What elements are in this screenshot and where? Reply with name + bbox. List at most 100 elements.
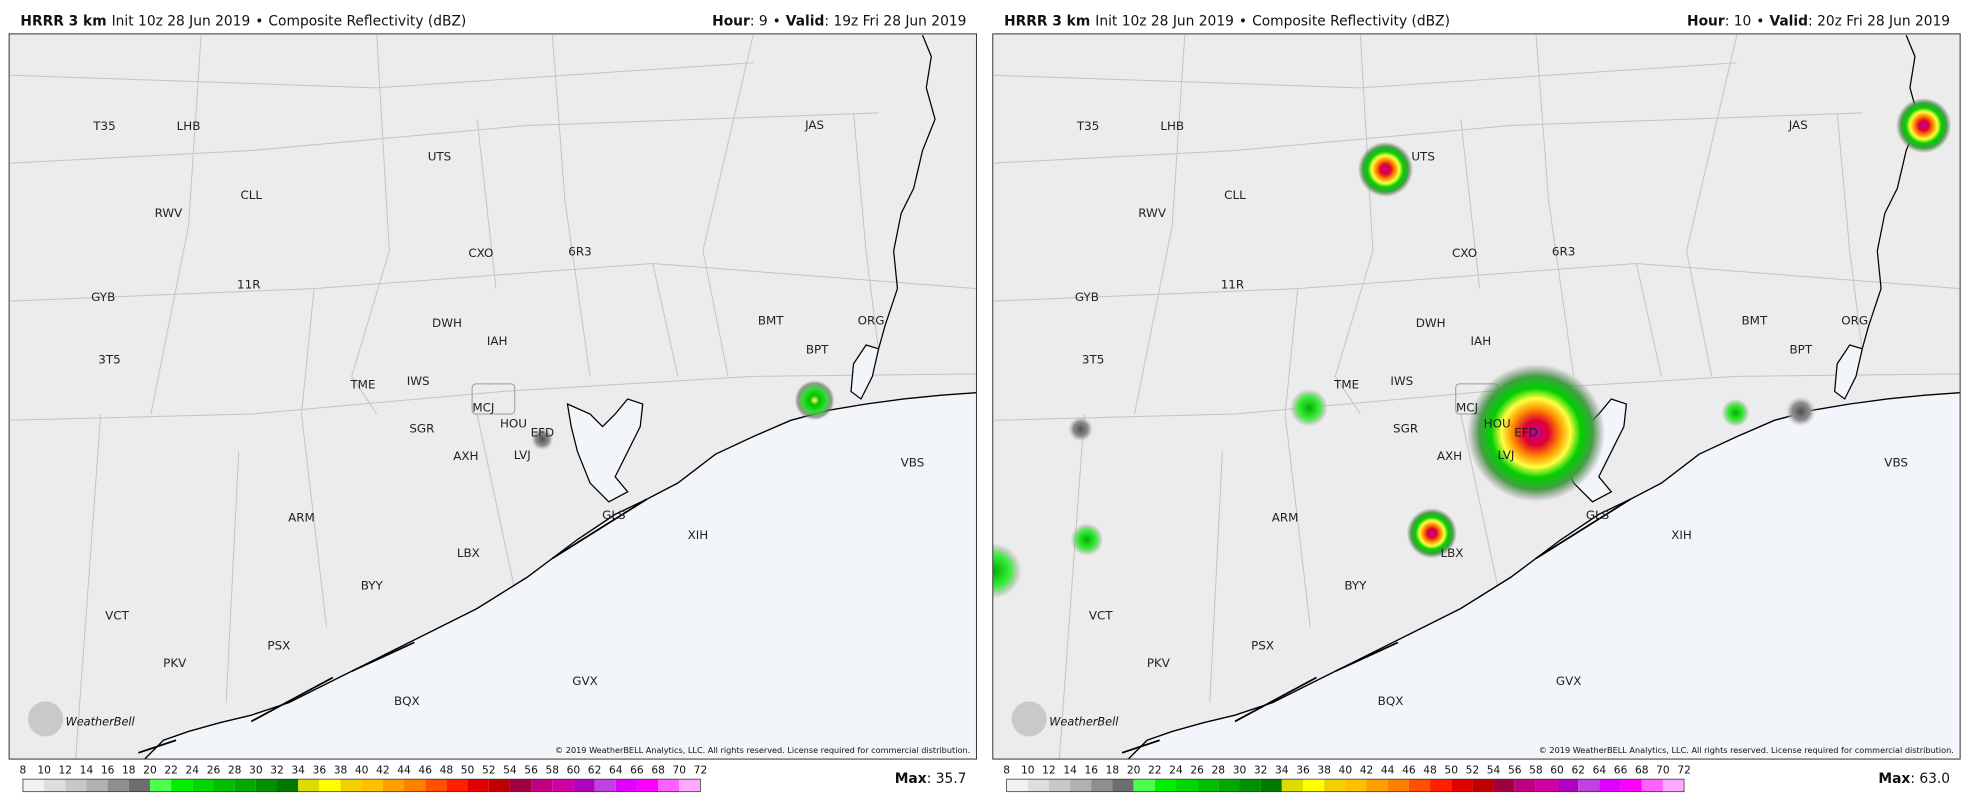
colorbar-swatch — [1239, 779, 1261, 792]
colorbar-swatch — [319, 779, 341, 792]
colorbar-swatch — [234, 779, 256, 792]
station-label: GVX — [572, 674, 598, 688]
max-readout: Max: 35.7 — [895, 771, 967, 787]
colorbar-tick: 38 — [1317, 763, 1331, 776]
colorbar-swatch — [255, 779, 277, 792]
barrier-island — [1535, 498, 1631, 560]
station-label: SGR — [1393, 422, 1418, 436]
colorbar-tick: 14 — [80, 763, 94, 776]
colorbar-tick: 20 — [143, 763, 157, 776]
station-label: IWS — [407, 374, 430, 388]
station-label: MCJ — [1456, 400, 1478, 414]
station-label: BQX — [1378, 694, 1404, 708]
map-border — [8, 33, 977, 760]
colorbar-swatch — [1006, 779, 1028, 792]
colorbar-swatch — [1387, 779, 1409, 792]
reflectivity-cell — [1290, 388, 1328, 427]
colorbar-tick: 70 — [672, 763, 686, 776]
colorbar-tick: 24 — [1169, 763, 1183, 776]
colorbar-swatch — [615, 779, 637, 792]
station-label: LBX — [1441, 546, 1464, 560]
county-line — [551, 35, 591, 377]
county-line — [1209, 451, 1223, 703]
panel: HRRR 3 km Init 10z 28 Jun 2019 • Composite … — [992, 13, 1961, 793]
colorbar-tick: 46 — [418, 763, 432, 776]
colorbar-tick: 44 — [1381, 763, 1395, 776]
station-label: ARM — [1272, 511, 1299, 525]
max-value: : 35.7 — [927, 771, 967, 787]
colorbar-tick: 72 — [1677, 763, 1691, 776]
header-product: Composite Reflectivity (dBZ) — [1252, 13, 1450, 29]
county-line — [853, 112, 880, 352]
station-label: BYY — [361, 578, 384, 592]
colorbar-tick: 38 — [334, 763, 348, 776]
colorbar-tick: 14 — [1063, 763, 1077, 776]
station-label: SGR — [409, 422, 434, 436]
county-line — [1635, 263, 1663, 377]
colorbar-tick: 26 — [1190, 763, 1204, 776]
station-label: CXO — [468, 246, 493, 260]
station-label: BMT — [1742, 314, 1768, 328]
colorbar-tick: 64 — [1593, 763, 1607, 776]
header-product: Composite Reflectivity (dBZ) — [268, 13, 466, 29]
colorbar-tick: 64 — [609, 763, 623, 776]
county-line — [10, 62, 754, 89]
header-valid-label: Valid — [1769, 13, 1808, 29]
colorbar-swatch — [1302, 779, 1325, 792]
station-label: CLL — [1224, 188, 1246, 202]
colorbar-swatch — [658, 779, 680, 792]
county-line — [10, 112, 879, 164]
station-label: UTS — [1411, 149, 1435, 163]
map: T35 LHB UTS JAS CLL RWV CXO 6R3 GYB 11R DWH IAH BMT O… — [992, 33, 1961, 760]
header-hour: : 10 — [1725, 13, 1752, 29]
colorbar-tick: 22 — [164, 763, 178, 776]
station-label: AXH — [453, 449, 478, 463]
colorbar-tick: 30 — [249, 763, 263, 776]
station-label: BMT — [758, 314, 784, 328]
colorbar-tick: 10 — [1021, 763, 1035, 776]
station-label: LVJ — [514, 448, 531, 462]
reflectivity-cell — [794, 380, 835, 421]
station-label: LVJ — [1497, 448, 1514, 462]
station-label: GVX — [1556, 674, 1582, 688]
county-line — [1284, 288, 1299, 415]
colorbar-swatch — [1112, 779, 1134, 792]
colorbar-swatch — [509, 779, 532, 792]
colorbar-tick: 8 — [1003, 763, 1010, 776]
station-label: GLS — [1586, 508, 1609, 522]
state-line — [878, 34, 936, 349]
station-label: VBS — [901, 455, 925, 469]
colorbar-tick: 42 — [376, 763, 390, 776]
station-label: RWV — [1138, 206, 1167, 220]
colorbar-tick: 66 — [630, 763, 644, 776]
station-label: IWS — [1390, 374, 1413, 388]
county-line — [702, 35, 754, 377]
colorbar-tick: 48 — [440, 763, 454, 776]
station-label: DWH — [432, 316, 462, 330]
copyright: © 2019 WeatherBELL Analytics, LLC. All r… — [555, 745, 970, 755]
station-label: XIH — [688, 528, 709, 542]
colorbar-swatch — [531, 779, 553, 792]
station-label: DWH — [1416, 316, 1446, 330]
county-line — [1535, 35, 1575, 377]
colorbar-tick: 40 — [355, 763, 369, 776]
barrier-island — [1334, 641, 1399, 673]
colorbar-swatch — [128, 779, 150, 792]
colorbar-swatch — [1260, 779, 1282, 792]
county-line — [10, 262, 977, 302]
colorbar-swatch — [1451, 779, 1473, 792]
colorbar-swatch — [1557, 779, 1579, 792]
colorbar-swatch — [149, 779, 172, 792]
colorbar-tick: 16 — [101, 763, 115, 776]
station-label: JAS — [804, 118, 824, 132]
panel: HRRR 3 km Init 10z 28 Jun 2019 • Composite … — [8, 13, 977, 793]
reflectivity-cell — [1406, 508, 1458, 559]
header-hour-label: Hour — [712, 13, 750, 29]
station-label: 11R — [1221, 277, 1244, 291]
colorbar-swatch — [1197, 779, 1219, 792]
station-label: 3T5 — [1082, 353, 1104, 367]
colorbar-tick: 16 — [1084, 763, 1098, 776]
colorbar-swatch — [1514, 779, 1536, 792]
colorbar-tick: 58 — [545, 763, 559, 776]
